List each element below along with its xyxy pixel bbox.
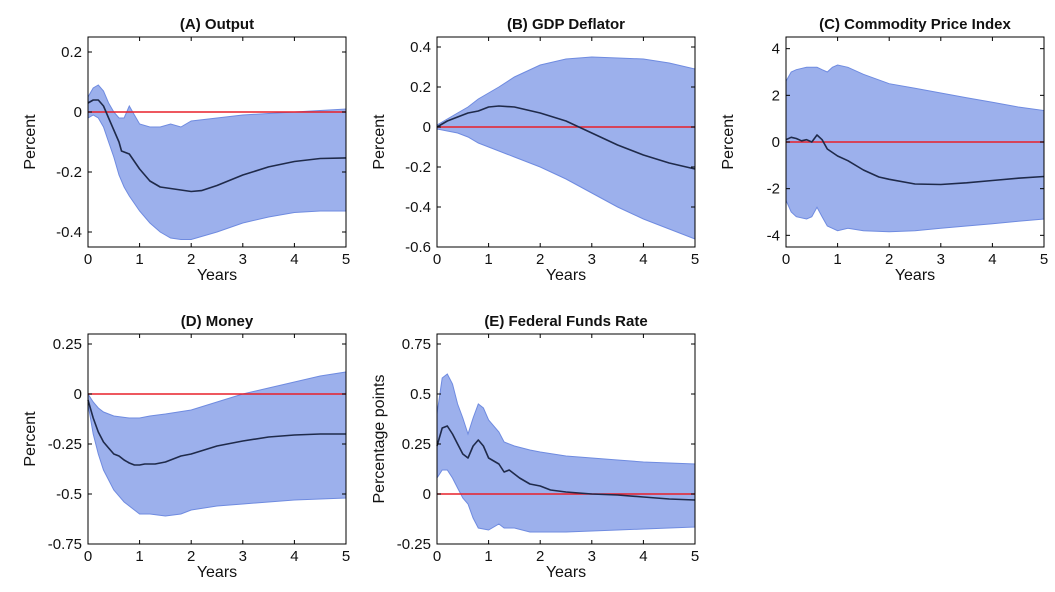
median-response-line (436, 105, 696, 170)
x-tick-label: 5 (342, 548, 350, 565)
panel-title: (C) Commodity Price Index (819, 16, 1011, 33)
x-tick-label: 2 (187, 548, 195, 565)
x-tick-label: 1 (135, 251, 143, 268)
y-tick-label: 0.25 (402, 436, 431, 453)
axes-frame (87, 36, 347, 248)
x-tick-label: 0 (782, 251, 790, 268)
y-tick-label: 0 (423, 119, 431, 136)
x-axis-label: Years (546, 564, 586, 581)
y-axis-label: Percentage points (371, 375, 388, 504)
x-tick-label: 5 (342, 251, 350, 268)
x-axis-label: Years (197, 564, 237, 581)
y-axis-label: Percent (371, 114, 388, 170)
x-tick-label: 4 (639, 548, 647, 565)
panel-title: (D) Money (181, 313, 254, 330)
y-tick-label: 0.4 (410, 39, 431, 56)
x-tick-label: 1 (484, 548, 492, 565)
median-response-line (436, 425, 696, 501)
y-tick-label: -0.75 (48, 536, 82, 553)
panel-title: (A) Output (180, 16, 254, 33)
median-response-line (87, 399, 346, 466)
confidence-band (87, 84, 347, 240)
confidence-band (436, 373, 696, 533)
y-tick-label: -0.25 (397, 536, 431, 553)
panel-b: 0 1 2 3 4 5 0.4 0.2 0 -0.2 -0.4 -0.6 (B) GDP Deflato… (371, 16, 699, 284)
x-tick-label: 2 (536, 548, 544, 565)
x-tick-label: 5 (691, 251, 699, 268)
y-tick-label: -0.4 (405, 199, 431, 216)
x-axis-label: Years (546, 267, 586, 284)
x-tick-label: 5 (691, 548, 699, 565)
y-tick-label: -2 (767, 181, 780, 198)
x-axis-label: Years (895, 267, 935, 284)
confidence-band (785, 64, 1045, 233)
y-tick-label: -4 (767, 227, 780, 244)
y-axis-label: Percent (22, 411, 39, 467)
x-tick-label: 3 (588, 548, 596, 565)
x-tick-label: 3 (937, 251, 945, 268)
y-tick-label: 0.25 (53, 336, 82, 353)
y-tick-label: -0.2 (405, 159, 431, 176)
y-tick-label: 0.2 (61, 44, 82, 61)
y-axis-label: Percent (22, 114, 39, 170)
y-tick-label: 4 (772, 41, 780, 58)
y-tick-label: 0.2 (410, 79, 431, 96)
median-response-line (785, 134, 1045, 186)
x-tick-label: 4 (988, 251, 996, 268)
y-axis-label: Percent (720, 114, 737, 170)
panel-c: 0 1 2 3 4 5 4 2 0 -2 -4 (C) Commodity Price Index Ye… (720, 16, 1048, 284)
x-tick-label: 0 (84, 548, 92, 565)
x-tick-label: 3 (239, 548, 247, 565)
x-tick-label: 3 (588, 251, 596, 268)
panel-e: 0 1 2 3 4 50.750.50.250-0.25(E) Federal Funds… (371, 313, 699, 581)
x-axis-label: Years (197, 267, 237, 284)
panel-title: (B) GDP Deflator (507, 16, 625, 33)
y-tick-label: 0 (772, 134, 780, 151)
x-tick-label: 4 (290, 548, 298, 565)
y-tick-label: -0.5 (56, 486, 82, 503)
panel-a: 0 1 2 3 4 5 0.2 0 -0.2 -0.4 (A) Output Years Percent (22, 16, 350, 284)
x-tick-label: 5 (1040, 251, 1048, 268)
axes-frame (436, 333, 696, 545)
x-tick-label: 0 (433, 548, 441, 565)
y-tick-label: -0.25 (48, 436, 82, 453)
y-tick-label: 0 (74, 386, 82, 403)
x-tick-label: 3 (239, 251, 247, 268)
y-tick-label: -0.4 (56, 224, 82, 241)
x-tick-label: 1 (484, 251, 492, 268)
x-tick-label: 2 (885, 251, 893, 268)
confidence-band (436, 56, 696, 240)
x-tick-label: 4 (639, 251, 647, 268)
median-response-line (87, 99, 347, 193)
confidence-band (87, 371, 347, 517)
x-tick-label: 1 (833, 251, 841, 268)
y-tick-label: 0.5 (410, 386, 431, 403)
axes-frame (87, 333, 347, 545)
y-tick-label: 0.75 (402, 336, 431, 353)
y-tick-label: 0 (74, 104, 82, 121)
y-tick-label: 2 (772, 87, 780, 104)
y-tick-label: -0.2 (56, 164, 82, 181)
x-tick-label: 2 (187, 251, 195, 268)
panel-title: (E) Federal Funds Rate (484, 313, 647, 330)
x-tick-label: 1 (135, 548, 143, 565)
axes-frame (436, 36, 696, 248)
x-tick-label: 2 (536, 251, 544, 268)
y-tick-label: 0 (423, 486, 431, 503)
x-tick-label: 4 (290, 251, 298, 268)
x-tick-label: 0 (433, 251, 441, 268)
panel-d: 0 1 2 3 4 5 0.25 0 -0.25 -0.5 -0.75 (D) Money Years P… (22, 313, 350, 581)
x-tick-label: 0 (84, 251, 92, 268)
y-tick-label: -0.6 (405, 239, 431, 256)
